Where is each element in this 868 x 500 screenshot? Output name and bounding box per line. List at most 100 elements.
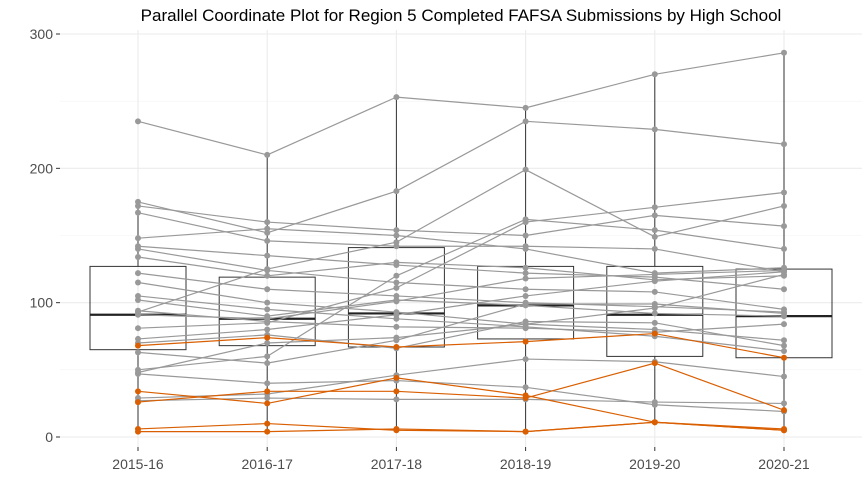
series-point (651, 233, 658, 240)
series-line (137, 245, 785, 290)
series-line (137, 120, 785, 234)
series-line-highlight (137, 362, 785, 411)
series-point-highlight (264, 334, 271, 341)
series-point (135, 270, 141, 277)
series-point (135, 235, 141, 242)
series-point (264, 219, 271, 226)
series-line-highlight (138, 421, 785, 433)
series-point (781, 337, 787, 344)
x-tick-label: 2017-18 (371, 456, 423, 472)
series-line (137, 212, 785, 273)
series-point-highlight (522, 338, 529, 345)
series-line (137, 320, 785, 349)
series-line (137, 218, 785, 371)
series-point (135, 253, 141, 260)
series-point (393, 323, 400, 330)
series-point (393, 188, 400, 195)
series-point (651, 288, 658, 295)
series-line-highlight (137, 332, 785, 359)
series-point-highlight (781, 354, 787, 361)
series-point (264, 151, 271, 158)
series-point-highlight (781, 427, 787, 434)
series-point (393, 396, 400, 403)
series-point-highlight (651, 330, 658, 337)
series-point (393, 334, 400, 341)
series-point (781, 348, 787, 355)
series-point (264, 267, 271, 274)
series-line (137, 373, 785, 413)
series-point (393, 94, 400, 101)
series-point (264, 306, 271, 313)
series-point (781, 286, 787, 293)
series-point (651, 278, 658, 285)
series-point (393, 259, 400, 266)
series-point (522, 275, 529, 282)
series-point-highlight (781, 407, 787, 414)
series-point (651, 71, 658, 78)
series-point (522, 286, 529, 293)
series-point-highlight (264, 400, 271, 407)
series-point (781, 400, 787, 407)
series-point (651, 310, 658, 317)
series-line (137, 191, 785, 329)
series-line (137, 52, 785, 156)
series-line (137, 272, 785, 313)
series-point-highlight (522, 428, 529, 435)
series-point (135, 325, 141, 332)
series-point (393, 279, 400, 286)
axis-label-layer: 0 100 200 300 2015-16 2016-17 2017-18 2018-19 20… (30, 26, 810, 472)
series-point (135, 209, 141, 216)
series-line (137, 358, 785, 399)
series-point (135, 296, 141, 303)
series-point (135, 202, 141, 209)
series-point (522, 264, 529, 271)
series-point (781, 223, 787, 230)
series-point (135, 279, 141, 286)
series-point (522, 166, 529, 173)
series-line (137, 310, 785, 333)
series-point (264, 326, 271, 333)
series-point (781, 49, 787, 56)
series-line (137, 397, 785, 405)
series-point (393, 311, 400, 318)
series-point (522, 216, 529, 223)
series-point (651, 271, 658, 278)
series-point (781, 310, 787, 317)
series-point (264, 380, 271, 387)
series-point (522, 292, 529, 299)
series-point (651, 319, 658, 326)
chart-title: Parallel Coordinate Plot for Region 5 Co… (141, 6, 782, 25)
series-point (264, 252, 271, 259)
series-point-highlight (135, 342, 141, 349)
series-point (264, 286, 271, 293)
series-point (135, 311, 141, 318)
series-point (135, 349, 141, 356)
x-tick-label: 2018-19 (500, 456, 552, 472)
series-line (137, 205, 785, 237)
series-point (651, 212, 658, 219)
series-point-highlight (264, 428, 271, 435)
series-point (781, 141, 787, 148)
series-point (781, 189, 787, 196)
series-point (651, 126, 658, 133)
series-line (137, 273, 785, 374)
series-point (781, 202, 787, 209)
series-point (651, 204, 658, 211)
x-tick-label: 2019-20 (629, 456, 681, 472)
series-line (137, 299, 785, 317)
series-line (137, 248, 785, 310)
series-line (137, 271, 785, 340)
series-point (393, 232, 400, 239)
series-point (781, 373, 787, 380)
series-line (137, 228, 785, 274)
series-point (264, 225, 271, 232)
x-tick-label: 2015-16 (112, 456, 164, 472)
series-point (651, 227, 658, 234)
series-point (264, 360, 271, 367)
series-point-highlight (264, 420, 271, 427)
series-point-layer (135, 49, 787, 435)
y-tick-label: 300 (30, 26, 54, 42)
series-point-highlight (393, 388, 400, 395)
